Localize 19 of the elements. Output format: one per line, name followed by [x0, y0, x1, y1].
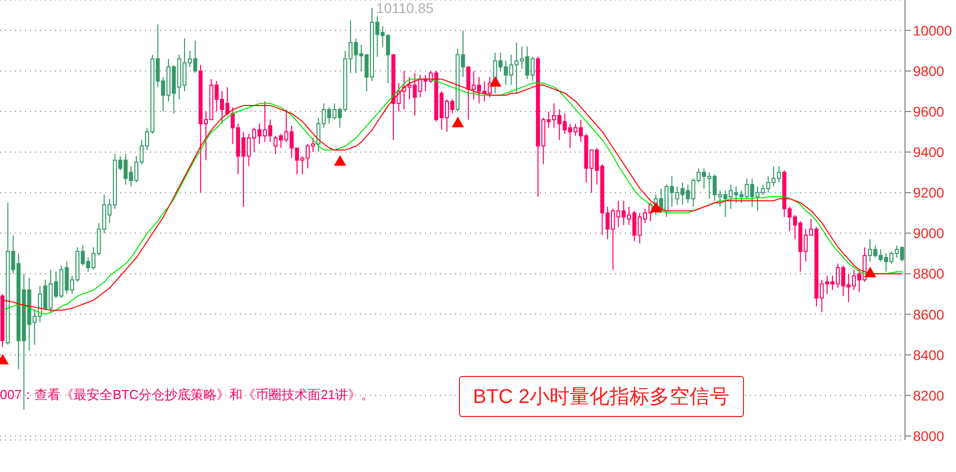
- y-tick-label: 10000: [913, 22, 952, 38]
- point: [864, 266, 876, 278]
- annotation: 10110.85: [376, 0, 434, 16]
- y-tick-label: 8000: [913, 428, 944, 444]
- y-tick-label: 8600: [913, 306, 944, 322]
- point: [650, 202, 662, 212]
- point: [489, 76, 502, 87]
- y-tick-label: 8800: [913, 266, 944, 282]
- point: [334, 155, 346, 166]
- y-tick-label: 9600: [913, 103, 944, 120]
- y-tick-label: 9800: [913, 62, 944, 79]
- y-tick-label: 9200: [913, 184, 944, 201]
- y-tick-label: 8400: [913, 346, 944, 363]
- y-tick-label: 9000: [913, 225, 944, 242]
- y-tick-label: 9400: [913, 144, 944, 160]
- text: BTC 2小时量化指标多空信号: [459, 376, 744, 417]
- y-tick-label: 8200: [913, 387, 944, 404]
- point: [452, 116, 464, 128]
- annotation: 007：查看《最安全BTC分仓抄底策略》和《币圈技术面21讲》。: [0, 386, 374, 404]
